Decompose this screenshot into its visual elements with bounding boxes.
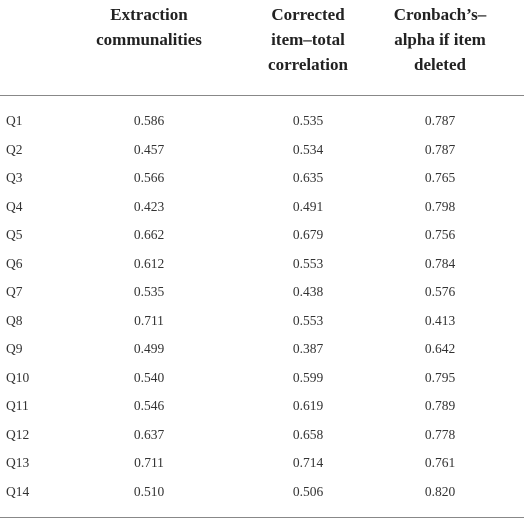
- cell-value: 0.553: [292, 312, 324, 328]
- row-label: Q11: [6, 398, 29, 413]
- cell-value: 0.387: [292, 341, 324, 356]
- row-label: Q5: [6, 227, 23, 242]
- cell-value: 0.795: [424, 369, 456, 385]
- cell-value: 0.756: [424, 227, 456, 242]
- cell-value: 0.499: [133, 341, 165, 356]
- cell-value: 0.510: [133, 483, 165, 499]
- column-header: Extraction: [110, 5, 188, 24]
- cell-value: 0.423: [133, 198, 165, 214]
- cell-value: 0.637: [133, 426, 165, 442]
- row-label: Q1: [6, 113, 23, 128]
- cell-value: 0.586: [133, 113, 165, 128]
- row-label: Q8: [6, 312, 23, 328]
- cell-value: 0.535: [133, 284, 165, 299]
- cell-value: 0.540: [133, 369, 165, 385]
- column-header: Corrected: [271, 5, 345, 24]
- cell-value: 0.662: [133, 227, 165, 242]
- cell-value: 0.491: [292, 198, 324, 214]
- cell-value: 0.599: [292, 369, 324, 385]
- cell-value: 0.787: [424, 113, 456, 128]
- cell-value: 0.761: [424, 455, 456, 470]
- row-label: Q14: [6, 483, 30, 499]
- cell-value: 0.798: [424, 198, 456, 214]
- cell-value: 0.778: [424, 426, 456, 442]
- bottom-rule: [0, 517, 524, 518]
- column-header: communalities: [96, 30, 202, 49]
- row-label: Q9: [6, 341, 23, 356]
- cell-value: 0.714: [292, 455, 324, 470]
- column-header: Cronbach’s–: [393, 5, 487, 24]
- row-label: Q13: [6, 455, 30, 470]
- cell-value: 0.635: [292, 170, 324, 185]
- cell-value: 0.787: [424, 141, 456, 157]
- cell-value: 0.546: [133, 398, 165, 413]
- cell-value: 0.658: [292, 426, 324, 442]
- cell-value: 0.642: [424, 341, 456, 356]
- row-label: Q12: [6, 426, 30, 442]
- row-label: Q4: [6, 198, 23, 214]
- cell-value: 0.576: [424, 284, 456, 299]
- cell-value: 0.457: [133, 141, 165, 157]
- header-rule: [0, 95, 524, 96]
- cell-value: 0.679: [292, 227, 324, 242]
- cell-value: 0.534: [292, 141, 324, 157]
- row-label: Q7: [6, 284, 23, 299]
- cell-value: 0.566: [133, 170, 165, 185]
- column-header: correlation: [268, 55, 348, 74]
- cell-value: 0.784: [424, 255, 456, 271]
- cell-value: 0.535: [292, 113, 324, 128]
- cell-value: 0.438: [292, 284, 324, 299]
- column-header: item–total: [271, 30, 345, 49]
- cell-value: 0.506: [292, 483, 324, 499]
- column-header: deleted: [414, 55, 466, 74]
- row-label: Q3: [6, 170, 23, 185]
- row-label: Q6: [6, 255, 23, 271]
- cell-value: 0.711: [134, 312, 164, 328]
- row-label: Q2: [6, 141, 23, 157]
- column-header: alpha if item: [394, 30, 486, 49]
- cell-value: 0.553: [292, 255, 324, 271]
- cell-value: 0.765: [424, 170, 456, 185]
- row-label: Q10: [6, 369, 30, 385]
- cell-value: 0.820: [424, 483, 456, 499]
- cell-value: 0.612: [133, 255, 165, 271]
- cell-value: 0.711: [134, 455, 164, 470]
- cell-value: 0.413: [424, 312, 456, 328]
- cell-value: 0.789: [424, 398, 456, 413]
- cell-value: 0.619: [292, 398, 324, 413]
